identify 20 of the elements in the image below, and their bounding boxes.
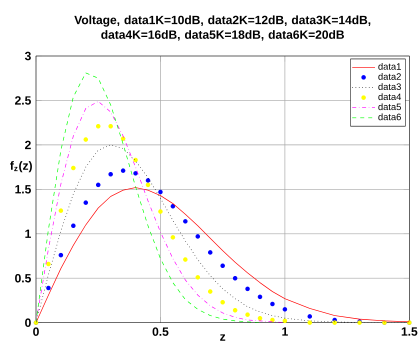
legend-label: data6	[378, 113, 401, 120]
y-tick-label: 1.5	[15, 185, 31, 194]
x-axis-title: z	[220, 334, 226, 341]
legend-label: data4	[378, 93, 402, 100]
y-tick-label: 1	[25, 230, 31, 238]
y-axis-title: f$_{z}$(z)	[10, 161, 32, 172]
y-tick-label: 2.5	[15, 96, 31, 105]
chart-title: Voltage, data1K=10dB, data2K=12dB, data3K=14dB, data4K=16dB, data5K=18dB, data6K=20dB	[74, 15, 370, 41]
y-tick-label: 0.5	[15, 274, 31, 282]
x-tick-label: 1	[282, 327, 288, 336]
y-tick-label: 0	[25, 318, 31, 327]
legend-label: data3	[378, 83, 401, 90]
legend-label: data2	[378, 73, 401, 80]
legend-label: data5	[378, 103, 401, 110]
x-tick-label: 0.5	[152, 327, 168, 336]
legend-label: data1	[378, 62, 401, 70]
y-tick-label: 3	[24, 52, 31, 60]
y-tick-label: 2	[25, 140, 31, 150]
x-tick-label: 0	[33, 327, 39, 336]
x-tick-label: 1.5	[402, 327, 418, 336]
